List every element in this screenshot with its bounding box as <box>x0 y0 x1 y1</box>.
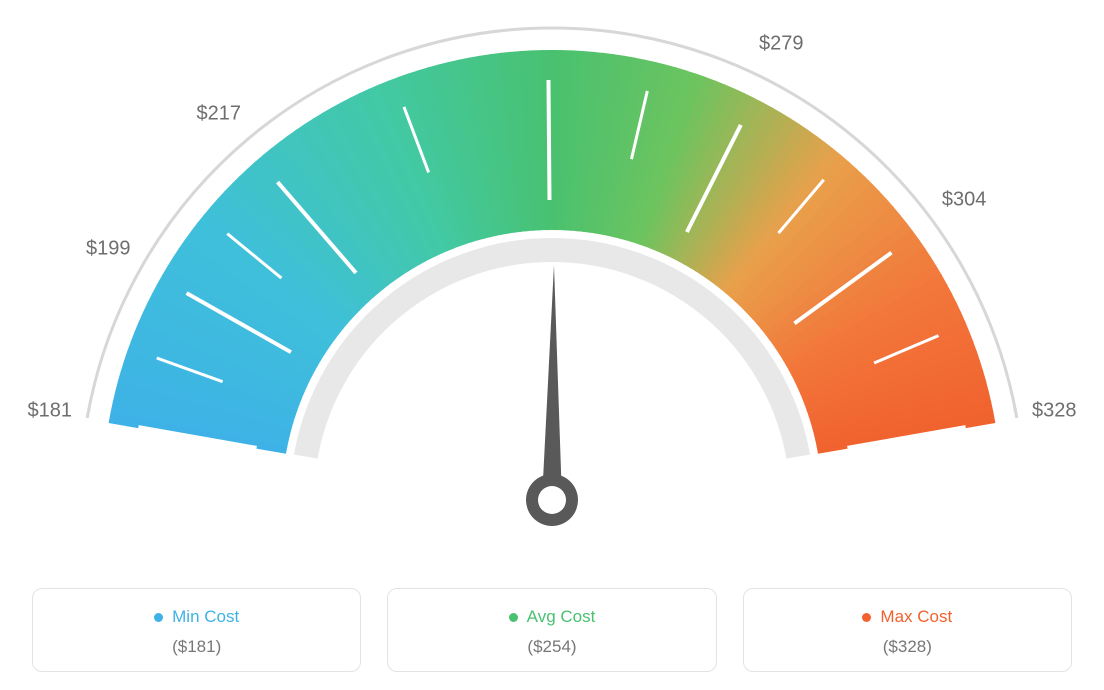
legend-row: Min Cost ($181) Avg Cost ($254) Max Cost… <box>32 588 1072 672</box>
gauge-area: $181 $199 $217 $254 $279 $304 $328 <box>0 0 1104 560</box>
legend-label: Avg Cost <box>527 607 596 627</box>
dot-icon <box>862 613 871 622</box>
cost-gauge-infographic: $181 $199 $217 $254 $279 $304 $328 Min Cost ($… <box>0 0 1104 690</box>
tick-label: $199 <box>86 237 131 260</box>
legend-value: ($181) <box>43 637 350 657</box>
legend-card-min: Min Cost ($181) <box>32 588 361 672</box>
legend-header: Avg Cost <box>509 607 596 627</box>
legend-card-max: Max Cost ($328) <box>743 588 1072 672</box>
dot-icon <box>509 613 518 622</box>
tick-label: $304 <box>942 188 987 211</box>
tick-label: $181 <box>27 400 72 423</box>
legend-label: Min Cost <box>172 607 239 627</box>
legend-value: ($328) <box>754 637 1061 657</box>
legend-card-avg: Avg Cost ($254) <box>387 588 716 672</box>
needle-hub-inner <box>538 486 566 514</box>
needle-icon <box>542 265 562 500</box>
gauge-svg <box>0 0 1104 560</box>
legend-label: Max Cost <box>880 607 952 627</box>
tick-label: $254 <box>525 0 570 2</box>
tick-label: $328 <box>1032 400 1077 423</box>
tick-label: $279 <box>759 33 804 56</box>
legend-value: ($254) <box>398 637 705 657</box>
legend-header: Min Cost <box>154 607 239 627</box>
legend-header: Max Cost <box>862 607 952 627</box>
tick-label: $217 <box>197 102 242 125</box>
dot-icon <box>154 613 163 622</box>
